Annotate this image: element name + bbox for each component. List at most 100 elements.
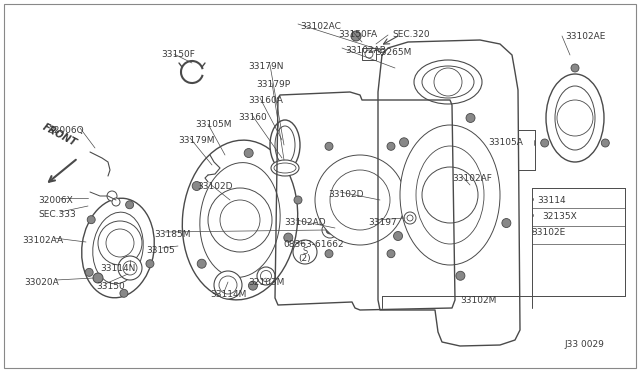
Circle shape (602, 139, 609, 147)
Ellipse shape (422, 66, 474, 98)
Text: 33114M: 33114M (210, 290, 246, 299)
Circle shape (330, 170, 390, 230)
Circle shape (502, 218, 511, 228)
Circle shape (326, 226, 334, 234)
Text: 33150: 33150 (96, 282, 125, 291)
Text: 33020A: 33020A (24, 278, 59, 287)
Circle shape (146, 260, 154, 268)
Ellipse shape (182, 140, 298, 300)
Text: 33160: 33160 (238, 113, 267, 122)
Text: 33105: 33105 (146, 246, 175, 255)
Circle shape (208, 188, 272, 252)
Circle shape (220, 200, 260, 240)
Ellipse shape (274, 163, 296, 173)
Circle shape (418, 196, 426, 204)
Circle shape (399, 138, 408, 147)
Circle shape (120, 289, 128, 297)
Text: 33197: 33197 (368, 218, 397, 227)
Text: 33105A: 33105A (488, 138, 523, 147)
Ellipse shape (546, 74, 604, 162)
Circle shape (322, 222, 338, 238)
Text: 32006X: 32006X (38, 196, 73, 205)
Text: 08363-61662: 08363-61662 (283, 240, 344, 249)
Text: 33102M: 33102M (460, 296, 497, 305)
Text: FRONT: FRONT (41, 122, 79, 148)
Circle shape (85, 268, 93, 276)
Text: 33102AB: 33102AB (345, 46, 386, 55)
Text: SEC.333: SEC.333 (38, 210, 76, 219)
Bar (362, 48, 376, 60)
Ellipse shape (271, 160, 299, 176)
Circle shape (257, 267, 275, 285)
Circle shape (87, 216, 95, 224)
Text: 32006Q: 32006Q (48, 126, 84, 135)
Circle shape (214, 271, 242, 299)
Circle shape (219, 276, 237, 294)
Text: 33102AA: 33102AA (22, 236, 63, 245)
Circle shape (106, 229, 134, 257)
Text: 33102AE: 33102AE (565, 32, 605, 41)
Text: 33102E: 33102E (531, 228, 565, 237)
Circle shape (387, 250, 395, 258)
Ellipse shape (414, 60, 482, 104)
Circle shape (365, 50, 373, 58)
Text: SEC.320: SEC.320 (392, 30, 429, 39)
Circle shape (456, 271, 465, 280)
Circle shape (248, 281, 257, 290)
Circle shape (422, 167, 478, 223)
Circle shape (112, 198, 120, 206)
Circle shape (404, 212, 416, 224)
Circle shape (107, 191, 117, 201)
Text: 33179M: 33179M (178, 136, 214, 145)
Circle shape (407, 215, 413, 221)
Circle shape (260, 270, 271, 282)
Text: 33185M: 33185M (154, 230, 191, 239)
Ellipse shape (555, 86, 595, 150)
Circle shape (244, 148, 253, 157)
Circle shape (557, 100, 593, 136)
Circle shape (351, 31, 361, 41)
Circle shape (434, 68, 462, 96)
Ellipse shape (93, 212, 143, 284)
Text: 33105M: 33105M (195, 120, 232, 129)
Circle shape (125, 201, 134, 209)
Circle shape (98, 221, 142, 265)
Ellipse shape (82, 198, 154, 298)
Circle shape (294, 196, 302, 204)
Text: 33179P: 33179P (256, 80, 290, 89)
Ellipse shape (275, 126, 295, 164)
Text: 33160A: 33160A (248, 96, 283, 105)
Circle shape (387, 142, 395, 150)
Circle shape (123, 261, 137, 275)
Text: 33102AD: 33102AD (284, 218, 326, 227)
Circle shape (394, 231, 403, 241)
Text: 32135X: 32135X (542, 212, 577, 221)
Ellipse shape (416, 146, 484, 244)
Text: 33102D: 33102D (197, 182, 232, 191)
Text: 33102AC: 33102AC (300, 22, 341, 31)
Text: 33114: 33114 (537, 196, 566, 205)
Text: 33179N: 33179N (248, 62, 284, 71)
Circle shape (571, 64, 579, 72)
Circle shape (541, 139, 548, 147)
Text: 33265M: 33265M (375, 48, 412, 57)
Circle shape (325, 250, 333, 258)
Circle shape (325, 142, 333, 150)
Text: 33150FA: 33150FA (338, 30, 377, 39)
Ellipse shape (270, 120, 300, 170)
Text: (2): (2) (298, 254, 310, 263)
Ellipse shape (200, 163, 280, 278)
Text: J33 0029: J33 0029 (564, 340, 604, 349)
Text: 33102D: 33102D (328, 190, 364, 199)
Ellipse shape (400, 125, 500, 265)
Text: 33114N: 33114N (100, 264, 136, 273)
Text: 33102AF: 33102AF (452, 174, 492, 183)
Circle shape (466, 113, 475, 122)
Circle shape (284, 233, 292, 242)
Circle shape (93, 273, 103, 283)
Text: 33150F: 33150F (161, 50, 195, 59)
Text: S: S (302, 247, 308, 257)
Circle shape (197, 259, 206, 268)
Text: 32103M: 32103M (248, 278, 284, 287)
Circle shape (192, 182, 201, 190)
